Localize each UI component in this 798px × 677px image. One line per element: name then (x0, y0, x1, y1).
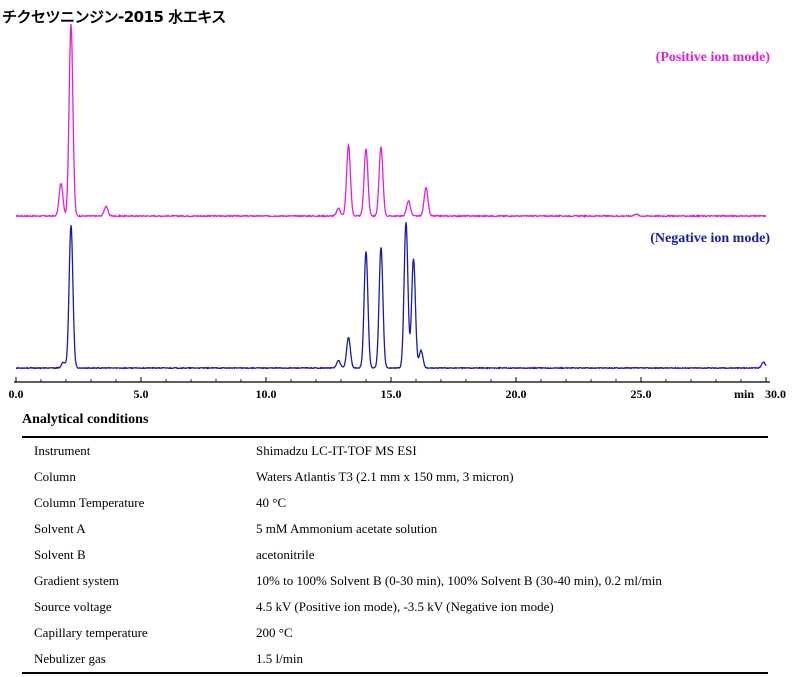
x-tick-label: 0.0 (9, 387, 24, 401)
x-tick-label: 5.0 (134, 387, 149, 401)
conditions-row: Solvent B acetonitrile (22, 542, 768, 568)
condition-value: 40 °C (256, 495, 287, 510)
conditions-row: Source voltage 4.5 kV (Positive ion mode)… (22, 594, 768, 620)
condition-value: 10% to 100% Solvent B (0-30 min), 100% S… (256, 573, 662, 588)
chromatogram-plot: 0.0 5.0 10.0 15.0 20.0 25.0 30.0 min (9, 23, 786, 401)
conditions-row: Instrument Shimadzu LC-IT-TOF MS ESI (22, 437, 768, 464)
condition-value: 1.5 l/min (256, 651, 303, 666)
condition-parameter: Source voltage (34, 599, 112, 614)
conditions-row: Column Waters Atlantis T3 (2.1 mm x 150 m… (22, 464, 768, 490)
x-tick-label: 30.0 (765, 387, 786, 401)
conditions-row: Capillary temperature 200 °C (22, 620, 768, 646)
condition-value: Waters Atlantis T3 (2.1 mm x 150 mm, 3 m… (256, 469, 514, 484)
x-tick-label: 25.0 (631, 387, 652, 401)
x-axis-label: min (734, 387, 754, 401)
conditions-row: Column Temperature 40 °C (22, 490, 768, 516)
condition-parameter: Gradient system (34, 573, 119, 588)
conditions-row: Gradient system 10% to 100% Solvent B (0-… (22, 568, 768, 594)
condition-parameter: Solvent A (34, 521, 86, 536)
condition-value: Shimadzu LC-IT-TOF MS ESI (256, 443, 417, 458)
conditions-row: Nebulizer gas 1.5 l/min (22, 646, 768, 673)
x-tick-label: 15.0 (381, 387, 402, 401)
negative-ion-trace (15, 222, 767, 370)
x-axis-ticks: 0.0 5.0 10.0 15.0 20.0 25.0 30.0 (9, 377, 786, 401)
negative-mode-label: (Negative ion mode) (650, 231, 770, 246)
conditions-table: Instrument Shimadzu LC-IT-TOF MS ESI Colum… (22, 436, 768, 674)
positive-mode-label: (Positive ion mode) (655, 50, 770, 65)
condition-parameter: Nebulizer gas (34, 651, 106, 666)
condition-value: 4.5 kV (Positive ion mode), -3.5 kV (Neg… (256, 599, 554, 614)
positive-ion-trace (15, 23, 767, 219)
x-tick-label: 20.0 (506, 387, 527, 401)
condition-value: acetonitrile (256, 547, 315, 562)
conditions-row: Solvent A 5 mM Ammonium acetate solution (22, 516, 768, 542)
x-tick-label: 10.0 (256, 387, 277, 401)
conditions-title: Analytical conditions (22, 412, 149, 427)
condition-value: 200 °C (256, 625, 293, 640)
condition-parameter: Column (34, 469, 76, 484)
condition-parameter: Instrument (34, 443, 91, 458)
chart-title: チクセツニンジン-2015 水エキス (2, 8, 226, 26)
condition-parameter: Capillary temperature (34, 625, 148, 640)
condition-value: 5 mM Ammonium acetate solution (256, 521, 438, 536)
condition-parameter: Solvent B (34, 547, 86, 562)
condition-parameter: Column Temperature (34, 495, 145, 510)
